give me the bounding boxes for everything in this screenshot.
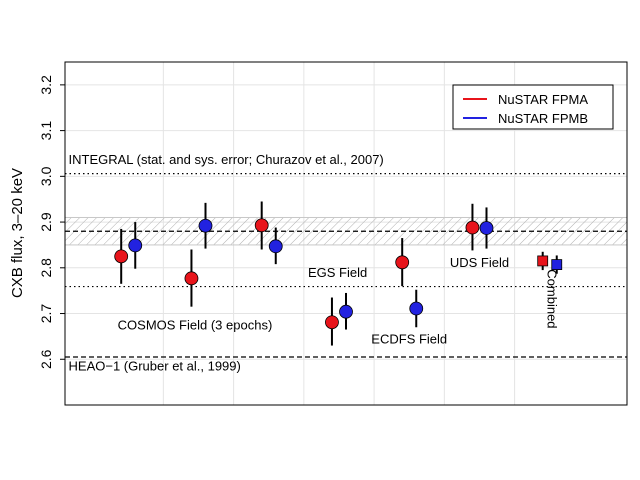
y-tick-label: 2.9: [38, 212, 54, 232]
y-axis-label: CXB flux, 3–20 keV: [9, 168, 26, 298]
data-point: [479, 221, 494, 235]
plot-frame: [64, 61, 628, 406]
data-point: [198, 218, 213, 233]
annotation-label: ECDFS Field: [371, 332, 447, 347]
y-axis: 2.6 2.7 2.8 2.9 3.0 3.1 3.2: [38, 75, 65, 369]
data-point: [254, 218, 269, 233]
legend: NuSTAR FPMA NuSTAR FPMB: [452, 84, 614, 130]
legend-label-fpma: NuSTAR FPMA: [498, 92, 588, 107]
data-point: [465, 220, 480, 235]
y-tick-label: 2.6: [38, 349, 54, 369]
data-point-square: [551, 259, 563, 270]
annotation-label: COSMOS Field (3 epochs): [118, 318, 273, 333]
annotation-label: EGS Field: [308, 265, 367, 280]
data-point: [128, 238, 143, 253]
y-tick-label: 2.7: [38, 304, 54, 324]
annotations-layer: INTEGRAL (stat. and sys. error; Churazov…: [69, 152, 560, 374]
y-tick-label: 2.8: [38, 258, 54, 278]
reference-lines-layer: [65, 172, 627, 358]
y-tick-label: 3.1: [38, 121, 54, 141]
data-point: [395, 255, 410, 270]
annotation-label: INTEGRAL (stat. and sys. error; Churazov…: [69, 152, 384, 167]
data-point: [268, 239, 283, 254]
data-point: [184, 271, 199, 286]
data-point-square: [537, 255, 549, 267]
y-tick-label: 3.2: [38, 75, 54, 95]
data-point: [409, 301, 424, 316]
data-layer: [114, 201, 563, 346]
legend-label-fpmb: NuSTAR FPMB: [498, 111, 588, 126]
data-point: [339, 304, 353, 319]
annotation-label: Combined: [545, 269, 560, 328]
annotation-label: HEAO−1 (Gruber et al., 1999): [69, 359, 241, 374]
y-tick-label: 3.0: [38, 166, 54, 186]
annotation-label: UDS Field: [450, 255, 509, 270]
legend-box: [452, 84, 614, 130]
data-point: [114, 249, 129, 264]
data-point: [325, 315, 339, 330]
